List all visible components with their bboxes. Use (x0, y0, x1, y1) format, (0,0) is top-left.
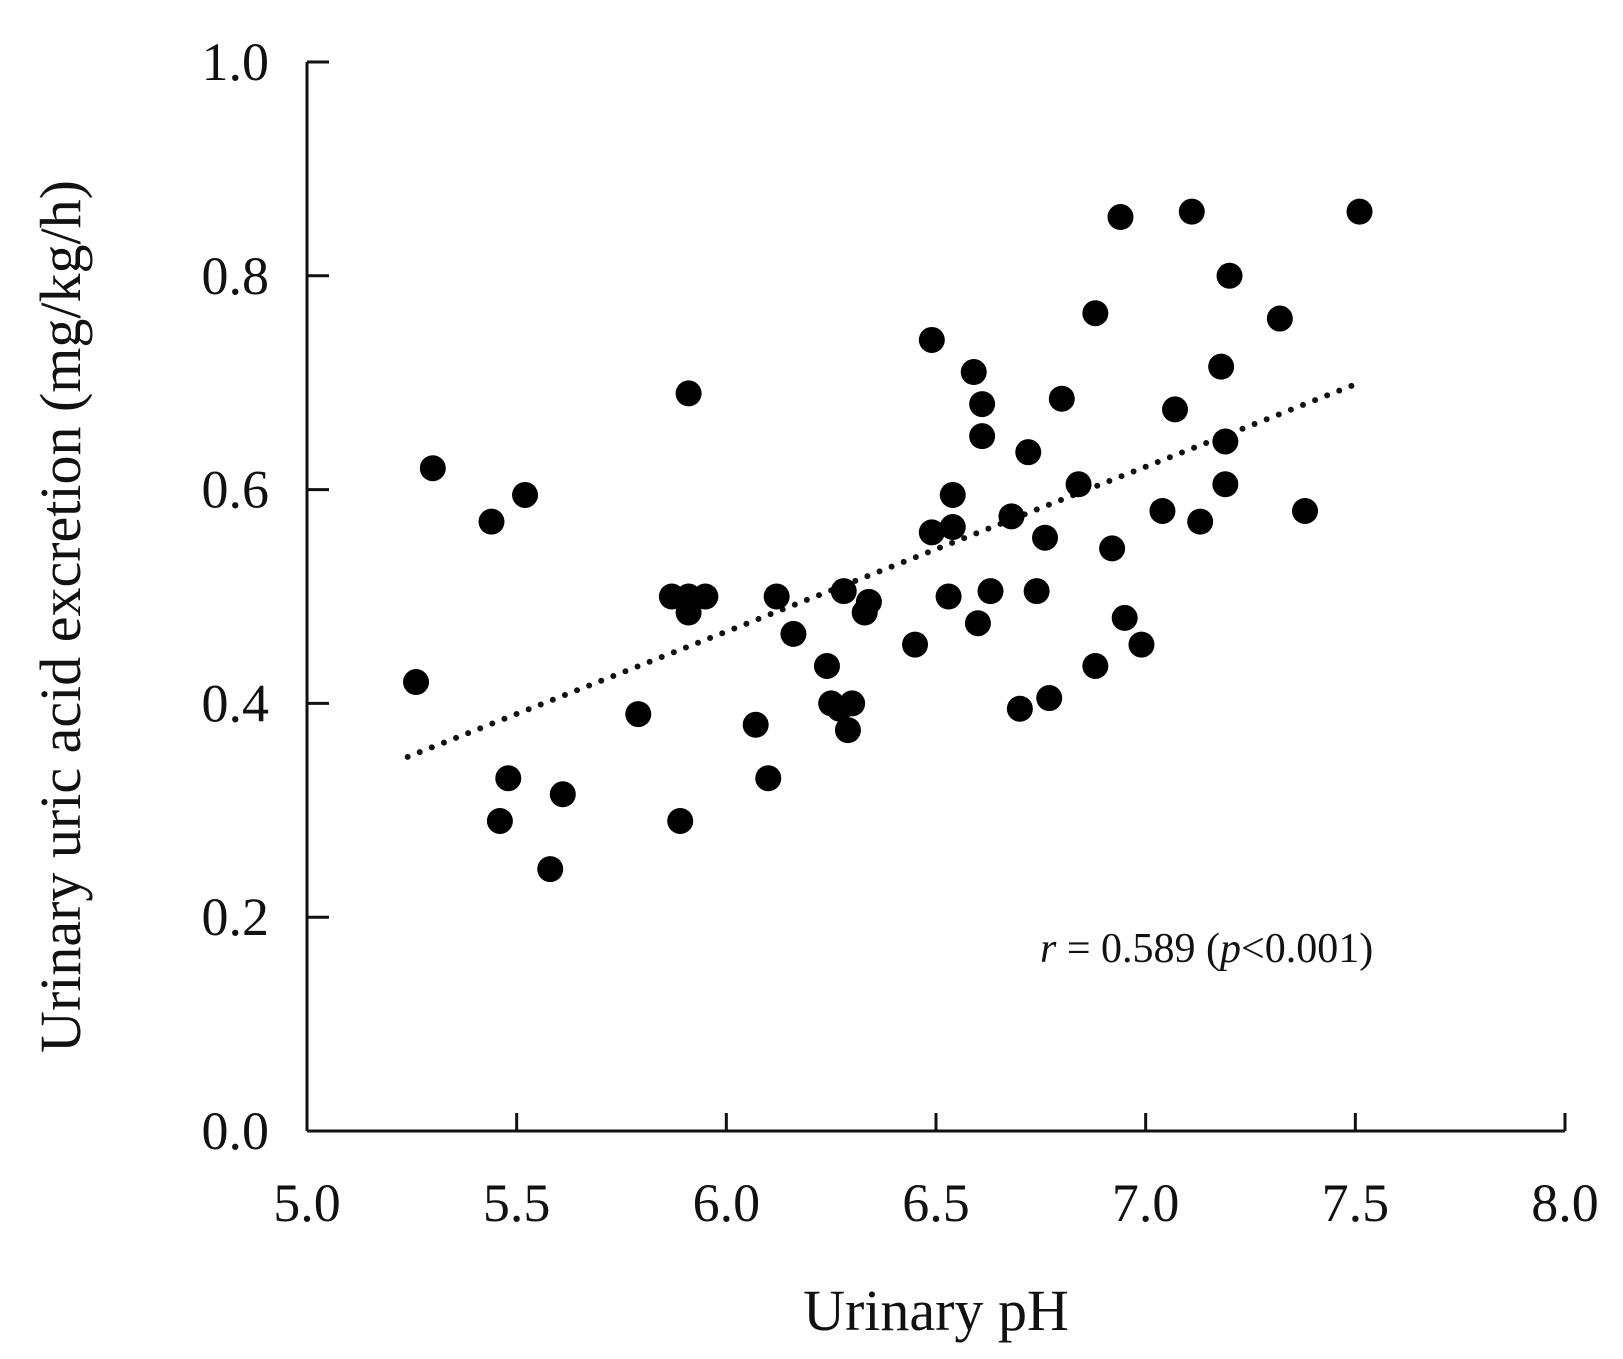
data-point (1048, 385, 1075, 412)
data-point (960, 359, 987, 386)
data-point (675, 380, 702, 407)
data-point (839, 690, 866, 717)
data-point (1032, 524, 1059, 551)
data-point (625, 701, 652, 728)
x-axis-title: Urinary pH (803, 1278, 1069, 1343)
correlation-annotation: r = 0.589 (p<0.001) (1040, 926, 1373, 972)
x-tick-label: 5.5 (483, 1173, 551, 1233)
data-point (935, 583, 962, 610)
data-point (1187, 508, 1214, 535)
data-point (1346, 198, 1373, 225)
x-tick-label: 6.5 (902, 1173, 970, 1233)
data-point (834, 717, 861, 744)
data-point (675, 599, 702, 626)
trendline (404, 379, 1363, 760)
data-point (1292, 497, 1319, 524)
data-point (512, 481, 539, 508)
data-point (1015, 439, 1042, 466)
data-point (780, 620, 807, 647)
y-tick-label: 0.8 (202, 246, 270, 306)
data-point (902, 631, 929, 658)
data-point (1065, 471, 1092, 498)
data-point (1111, 604, 1138, 631)
y-tick-label: 1.0 (202, 32, 270, 92)
r-symbol: r (1040, 926, 1057, 972)
data-point (1099, 535, 1126, 562)
data-point (998, 503, 1025, 530)
data-point (1178, 198, 1205, 225)
data-point (1216, 262, 1243, 289)
data-point (1023, 578, 1050, 605)
data-point (918, 519, 945, 546)
data-point (1082, 300, 1109, 327)
data-point (1149, 497, 1176, 524)
data-point (964, 610, 991, 637)
data-point (918, 326, 945, 353)
x-tick-label: 5.0 (273, 1173, 341, 1233)
data-point (977, 578, 1004, 605)
data-points (403, 198, 1373, 883)
p-symbol: p (1217, 926, 1241, 972)
data-point (1006, 695, 1033, 722)
y-tick-label: 0.0 (202, 1101, 270, 1161)
data-point (403, 669, 430, 696)
data-point (495, 765, 522, 792)
data-point (1212, 471, 1239, 498)
p-value-text: <0.001) (1241, 926, 1373, 972)
y-tick-label: 0.4 (202, 673, 270, 733)
data-point (549, 781, 576, 808)
data-point (851, 599, 878, 626)
y-axis-title: Urinary uric acid excretion (mg/kg/h) (28, 180, 93, 1053)
data-point (1212, 428, 1239, 455)
data-point (969, 391, 996, 418)
x-ticks: 5.0 5.5 6.0 6.5 7.0 7.5 8.0 (273, 1113, 1599, 1233)
x-tick-label: 7.5 (1322, 1173, 1390, 1233)
y-tick-label: 0.2 (202, 887, 270, 947)
data-point (763, 583, 790, 610)
data-point (755, 765, 782, 792)
data-point (419, 455, 446, 482)
y-ticks: 0.0 0.2 0.4 0.6 0.8 1.0 (202, 32, 329, 1161)
data-point (1107, 204, 1134, 231)
data-point (692, 583, 719, 610)
data-point (939, 481, 966, 508)
data-point (813, 652, 840, 679)
data-point (1082, 652, 1109, 679)
data-point (742, 711, 769, 738)
data-point (1162, 396, 1189, 423)
y-tick-label: 0.6 (202, 460, 270, 520)
x-tick-label: 6.0 (693, 1173, 761, 1233)
data-point (478, 508, 505, 535)
data-point (667, 807, 694, 834)
data-point (1208, 353, 1235, 380)
x-tick-label: 7.0 (1112, 1173, 1180, 1233)
data-point (1036, 685, 1063, 712)
data-point (969, 423, 996, 450)
data-point (1128, 631, 1155, 658)
data-point (1266, 305, 1293, 332)
r-value-text: = 0.589 ( (1056, 926, 1220, 972)
x-tick-label: 8.0 (1531, 1173, 1599, 1233)
data-point (830, 578, 857, 605)
data-point (537, 856, 564, 883)
data-point (939, 514, 966, 541)
data-point (486, 807, 513, 834)
